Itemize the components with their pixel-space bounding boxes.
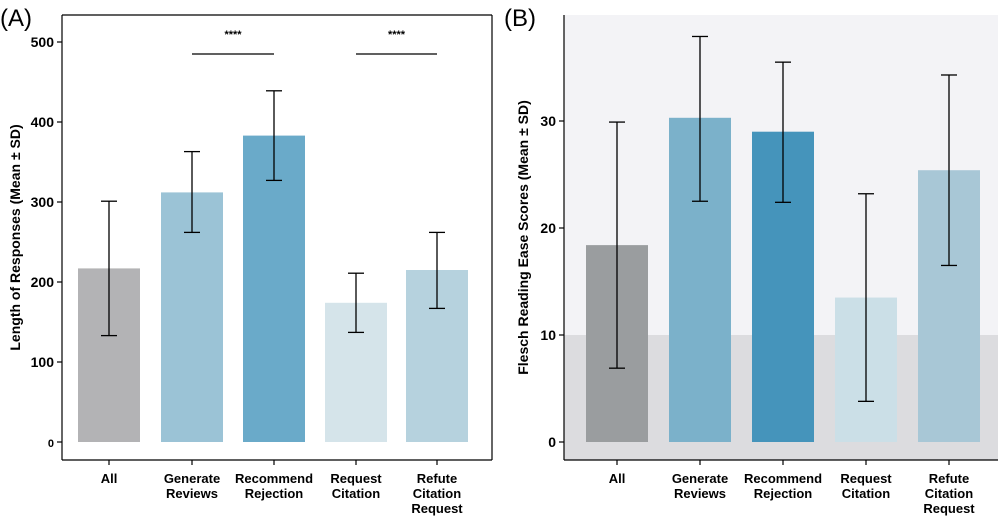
x-tick-label: Recommend Rejection xyxy=(744,471,822,501)
y-axis-label: Flesch Reading Ease Scores (Mean ± SD) xyxy=(515,100,531,375)
error-bar-1 xyxy=(184,150,200,234)
significance-label: **** xyxy=(224,29,242,41)
y-tick-label: 20 xyxy=(540,220,556,236)
significance-bracket-1: **** xyxy=(356,29,437,55)
error-bar-0 xyxy=(101,200,117,337)
x-tick-label: Recommend Rejection xyxy=(235,471,313,501)
panel-a-bar-chart: 0 100 200 300 400 500 All Generate Reviews Recomm… xyxy=(0,5,493,516)
error-bar-4 xyxy=(941,74,957,267)
error-bar-2 xyxy=(266,90,282,182)
x-tick-label: Generate Reviews xyxy=(672,471,728,501)
y-tick-label: 30 xyxy=(540,113,556,129)
significance-bracket-0: **** xyxy=(192,29,274,55)
x-tick-label: Refute Citation Request xyxy=(923,471,975,516)
y-tick-label: 400 xyxy=(31,114,55,130)
significance-label: **** xyxy=(388,29,406,41)
y-tick-label: 200 xyxy=(31,274,55,290)
x-tick-label: All xyxy=(609,471,626,486)
x-tick-label: Request Citation xyxy=(330,471,382,501)
error-bar-4 xyxy=(429,231,445,310)
panel-label: (A) xyxy=(0,5,32,32)
x-tick-label: Generate Reviews xyxy=(164,471,220,501)
x-tick-label: All xyxy=(101,471,118,486)
y-tick-label: 500 xyxy=(31,34,55,50)
error-bar-0 xyxy=(609,121,625,369)
bar-1 xyxy=(161,192,223,442)
y-tick-label: 100 xyxy=(31,354,55,370)
x-tick-label: Refute Citation Request xyxy=(411,471,463,516)
panel-b-bar-chart: 0 10 20 30 All Generate Reviews Recommend Reject… xyxy=(504,5,998,516)
y-tick-label: 0 xyxy=(48,438,54,450)
y-tick-label: 10 xyxy=(540,327,556,343)
y-tick-label: 0 xyxy=(548,434,556,450)
error-bar-2 xyxy=(775,61,791,203)
y-tick-label: 300 xyxy=(31,194,55,210)
error-bar-1 xyxy=(692,35,708,202)
error-bar-3 xyxy=(858,193,874,402)
y-axis-label: Length of Responses (Mean ± SD) xyxy=(7,124,23,350)
bar-2 xyxy=(243,135,305,442)
panel-label: (B) xyxy=(504,5,536,32)
error-bar-3 xyxy=(348,272,364,334)
x-tick-label: Request Citation xyxy=(840,471,892,501)
